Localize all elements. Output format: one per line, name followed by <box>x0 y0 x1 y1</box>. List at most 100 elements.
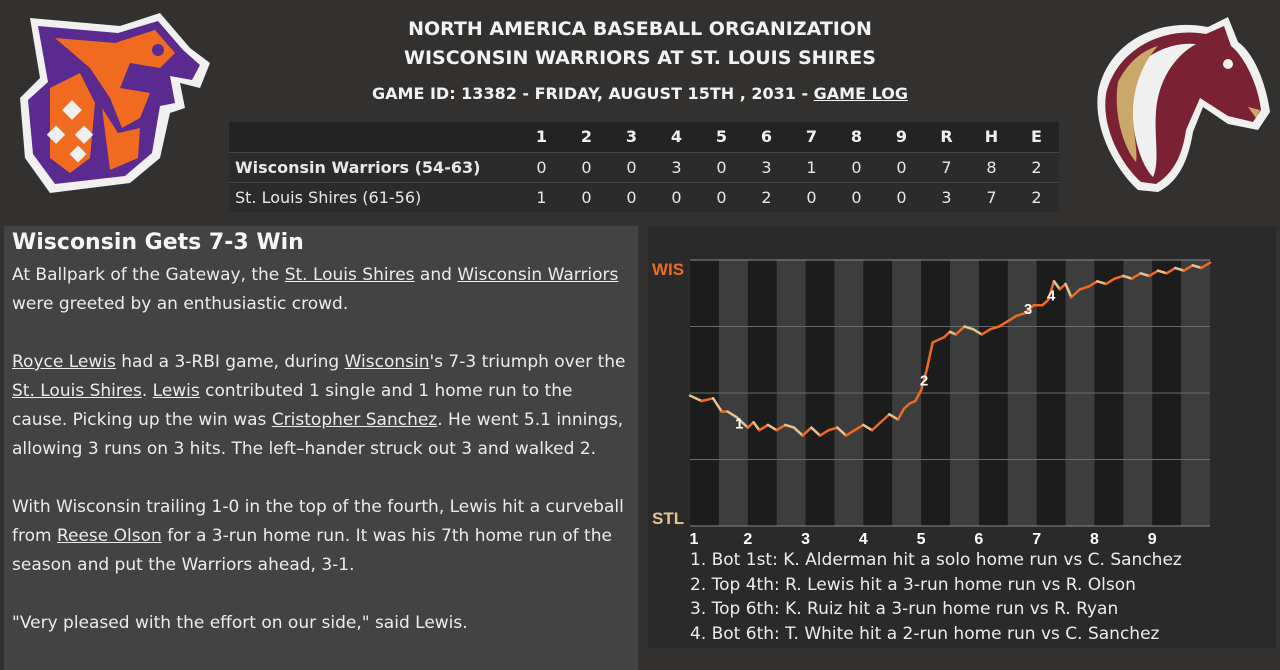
win-probability-segment <box>870 421 882 432</box>
win-probability-segment <box>775 423 787 432</box>
win-probability-segment <box>1122 274 1134 280</box>
game-info: GAME ID: 13382 - FRIDAY, AUGUST 15TH , 2… <box>300 84 980 103</box>
win-probability-segment <box>1052 280 1062 291</box>
runs-header: R <box>940 127 953 147</box>
key-play-item: 4. Bot 6th: T. White hit a 2-run home ru… <box>690 623 1160 644</box>
player-link-lewis[interactable]: Lewis <box>152 381 200 401</box>
team-link-wisconsin[interactable]: Wisconsin Warriors <box>457 265 619 285</box>
win-probability-segment <box>980 327 992 336</box>
recap-text: . <box>141 381 153 401</box>
recap-text: 's 7-3 triumph over the <box>429 352 626 372</box>
x-tick-label: 2 <box>743 531 752 548</box>
away-score-cell: 3 <box>671 157 682 177</box>
away-score-cell: 0 <box>716 157 727 177</box>
recap-text: With Wisconsin trailing 1-0 in the top o… <box>12 497 624 546</box>
home-score-cell: 0 <box>896 187 907 207</box>
away-score-cell: 0 <box>851 157 862 177</box>
recap-text: were greeted by an enthusiastic crowd. <box>12 294 349 314</box>
inning-header: 6 <box>760 127 773 147</box>
st-louis-shires-logo <box>1097 17 1270 192</box>
recap-text: contributed 1 single and 1 home run to t… <box>12 381 573 430</box>
inning-header: 1 <box>535 127 548 147</box>
win-probability-segment <box>784 423 796 429</box>
play-annotation: 1 <box>735 415 743 432</box>
win-probability-segment <box>827 426 839 432</box>
home-team-row: St. Louis Shires (61-56) 1 0 0 0 0 2 0 0… <box>229 182 1059 212</box>
recap-headline: Wisconsin Gets 7-3 Win <box>12 230 304 255</box>
win-probability-segment <box>1200 261 1212 270</box>
home-score-cell: 0 <box>671 187 682 207</box>
win-probability-panel: 1 2 3 4 1 2 3 4 5 6 7 8 9 WIS STL <box>648 226 1276 648</box>
win-probability-segment <box>711 397 724 413</box>
win-probability-segment <box>1156 269 1168 275</box>
win-probability-segment <box>1191 264 1203 270</box>
win-probability-segment <box>734 415 744 424</box>
line-score-table: 1 2 3 4 5 6 7 8 9 R H E Wisconsin Warrio… <box>229 122 1059 212</box>
win-probability-segment <box>1174 266 1186 272</box>
x-tick-label: 6 <box>974 531 983 548</box>
win-probability-segment <box>879 413 891 424</box>
away-team-name[interactable]: Wisconsin Warriors (54-63) <box>235 157 481 177</box>
home-score-cell: 0 <box>851 187 862 207</box>
player-link-reese-olson[interactable]: Reese Olson <box>56 526 162 546</box>
recap-text: had a 3-RBI game, during <box>115 352 345 372</box>
win-probability-segment <box>1130 272 1142 280</box>
x-tick-label: 7 <box>1032 531 1041 548</box>
hits-header: H <box>984 127 999 147</box>
recap-text: and <box>414 265 458 285</box>
key-play-item: 2. Top 4th: R. Lewis hit a 3-run home ru… <box>690 574 1136 595</box>
home-score-cell: 0 <box>581 187 592 207</box>
home-score-cell: 0 <box>716 187 727 207</box>
home-hits-total: 7 <box>986 187 997 207</box>
win-probability-segment <box>1070 288 1082 299</box>
line-score-header-row: 1 2 3 4 5 6 7 8 9 R H E <box>229 122 1059 152</box>
wisconsin-axis-label: WIS <box>652 260 684 279</box>
win-probability-segment <box>740 421 750 429</box>
recap-paragraph-4: "Very pleased with the effort on our sid… <box>12 613 468 633</box>
win-probability-segment <box>853 423 865 432</box>
win-probability-segment <box>862 423 874 432</box>
matchup-title: WISCONSIN WARRIORS AT ST. LOUIS SHIRES <box>404 47 876 69</box>
league-title: NORTH AMERICA BASEBALL ORGANIZATION <box>408 18 872 40</box>
win-probability-segment <box>818 428 830 437</box>
team-link-st-louis[interactable]: St. Louis Shires <box>12 381 142 401</box>
win-probability-segment <box>836 426 848 437</box>
win-probability-segment <box>844 428 856 437</box>
player-link-cristopher-sanchez[interactable]: Cristopher Sanchez <box>271 410 438 430</box>
recap-text: At Ballpark of the Gateway, the <box>12 265 285 285</box>
win-probability-segment <box>896 407 906 421</box>
win-probability-segment <box>888 413 900 421</box>
home-team-name[interactable]: St. Louis Shires (61-56) <box>235 187 422 207</box>
win-probability-segment <box>1165 266 1177 275</box>
win-probability-segment <box>1064 282 1073 299</box>
win-probability-segment <box>758 423 770 432</box>
team-link-wisconsin[interactable]: Wisconsin <box>344 352 430 372</box>
x-tick-label: 1 <box>690 531 699 548</box>
win-probability-segment <box>1015 311 1027 318</box>
win-probability-segment <box>752 421 761 432</box>
win-probability-segment <box>997 319 1010 328</box>
win-probability-segment <box>810 426 822 437</box>
home-score-cell: 0 <box>806 187 817 207</box>
key-play-item: 1. Bot 1st: K. Alderman hit a solo home … <box>690 550 1182 570</box>
player-link-royce-lewis[interactable]: Royce Lewis <box>12 352 116 372</box>
win-probability-segment <box>989 325 1001 331</box>
recap-paragraph-1: At Ballpark of the Gateway, the St. Loui… <box>12 261 630 319</box>
away-team-row: Wisconsin Warriors (54-63) 0 0 0 3 0 3 1… <box>229 152 1059 182</box>
game-log-link[interactable]: GAME LOG <box>813 84 908 103</box>
win-probability-segment <box>1139 272 1151 278</box>
win-probability-segment <box>746 421 755 429</box>
win-probability-segment <box>902 402 911 411</box>
win-probability-segment <box>792 426 804 437</box>
win-probability-segment <box>1078 285 1090 291</box>
game-info-text: GAME ID: 13382 - FRIDAY, AUGUST 15TH , 2… <box>372 84 814 103</box>
team-link-st-louis[interactable]: St. Louis Shires <box>284 265 415 285</box>
inning-header: 7 <box>805 127 818 147</box>
x-tick-label: 4 <box>859 531 868 548</box>
win-probability-segment <box>1182 264 1194 272</box>
win-probability-segment <box>1046 280 1056 302</box>
recap-paragraph-3: With Wisconsin trailing 1-0 in the top o… <box>12 493 630 580</box>
inning-header: 2 <box>580 127 593 147</box>
away-score-cell: 0 <box>626 157 637 177</box>
away-runs-total: 7 <box>941 157 952 177</box>
